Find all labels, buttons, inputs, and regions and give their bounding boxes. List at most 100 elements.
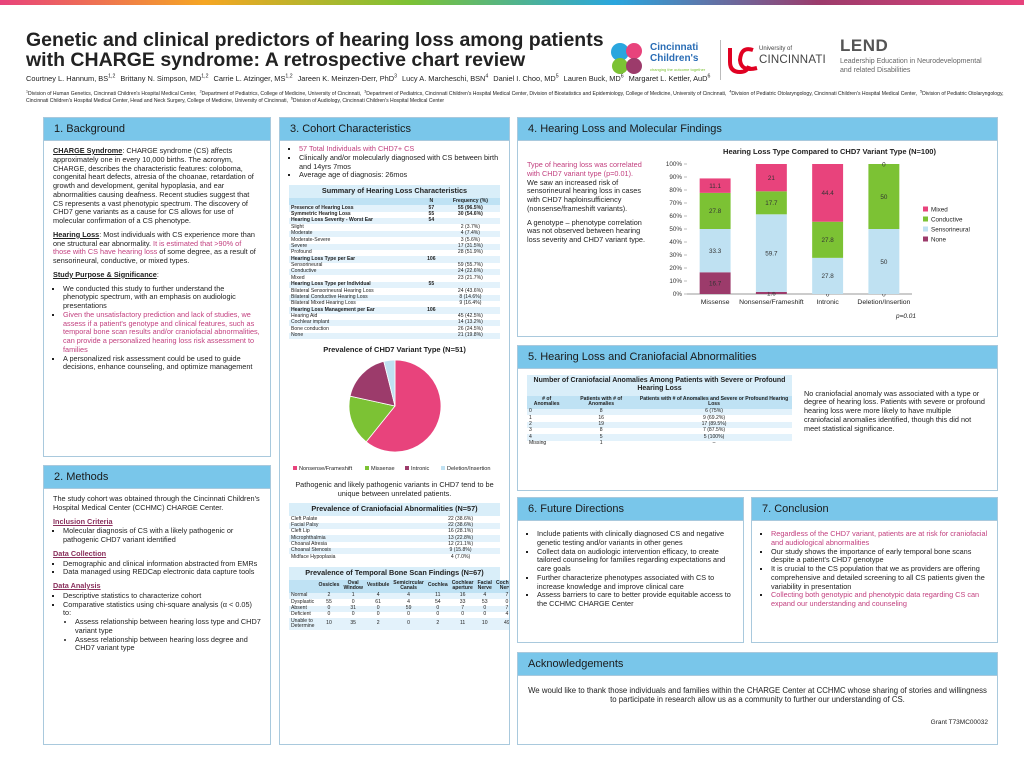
table-header-row: # of Anomalies Patients with # of Anomali… [527,395,792,409]
legend-swatch [365,466,369,471]
text-run: Pathogenic and likely pathogenic variant… [295,479,494,498]
table-cell: 4 (7.4%) [440,230,500,238]
bullet-text: Clinically and/or molecularly diagnosed … [299,152,499,171]
bar-segment [699,178,731,193]
bullet-item: Given the unsatisfactory prediction and … [63,310,261,355]
bar-segment [812,221,844,258]
table-cell: 55 [421,281,441,289]
table-cell: 33 [459,598,466,605]
table-row: Cleft Lip 16 (28.1%) [289,528,500,535]
table-cell: Bilateral Mixed Hearing Loss [291,300,356,307]
table-row: Normal 2 1 4 4 11 16 4 7 [289,592,509,600]
subheading: Data Analysis [53,581,101,590]
value-label: 50 [880,194,888,201]
table-block: Prevalence of Temporal Bone Scan Finding… [289,566,509,631]
cch-mark [611,43,642,74]
table-row: Unable to Determine 10 35 2 0 2 11 10 49 [289,618,509,631]
author-name: Daniel I. Choo, MD [493,74,556,83]
value-label: 21 [768,175,776,182]
paragraph: No craniofacial anomaly was associated w… [804,388,988,434]
section-heading: 6. Future Directions [518,498,743,521]
table-cell: 9 (16.4%) [459,300,482,307]
section-panel: 3. Cohort Characteristics 57 Total Indivi… [279,117,510,745]
table-header-cell [289,197,422,206]
section-heading: Acknowledgements [518,653,997,676]
paragraph: Hearing Loss: Most individuals with CS e… [53,229,261,266]
section-heading: 4. Hearing Loss and Molecular Findings [518,118,997,141]
table-cell: 4 (7.0%) [450,553,471,560]
table-cell: Presence of Hearing Loss [289,205,422,212]
table-cell: – [712,440,716,447]
bullet-text: Regardless of the CHD7 variant, patients… [771,529,988,547]
author-affiliation-number: 5 [555,73,559,80]
table-cell: 59 [391,605,426,612]
bullet-list: Molecular diagnosis of CS with a likely … [53,526,261,545]
table-row: Deficient 0 0 0 0 0 0 0 4 [289,611,509,618]
section-body: CHARGE Syndrome: CHARGE syndrome (CS) af… [44,141,270,381]
table-cell: 45 (42.5%) [457,313,483,320]
table-cell: Choanal Stenosis [289,548,422,555]
section-heading: 7. Conclusion [752,498,997,521]
text-run: We saw an increased risk of sensorineura… [527,177,641,213]
text-run: Hearing Loss [53,229,100,239]
bullet-text: Demographic and clinical information abs… [63,558,258,568]
table-header-cell: Patients with # of Anomalies [566,395,637,409]
affiliation: 1Division of Human Genetics, Cincinnati … [26,90,197,97]
logo-text: CINCINNATI [759,54,826,66]
section-heading: 5. Hearing Loss and Craniofacial Abnorma… [518,346,997,369]
table-header-cell: N [421,197,441,206]
text-run: No craniofacial anomaly was associated w… [804,388,985,433]
paragraph: Study Purpose & Significance: [53,270,261,280]
table-header-cell: Cochlear Nerve [493,579,509,593]
value-label: 27.8 [821,273,834,280]
subheading: Data Collection [53,548,107,558]
table-cell [440,218,500,225]
value-label: 0 [826,291,830,298]
bar-segment [699,272,731,294]
table-cell: 9 (15.8%) [421,548,500,555]
uc-logo: University of CINCINNATI [720,40,831,80]
text-run: Type of hearing loss was correlated with… [527,160,642,178]
y-tick-label: 90% [669,174,682,181]
author: Carrie L. Atzinger, MS1,2 [214,74,293,83]
table-row: 2 19 17 (89.5%) [527,421,792,429]
text-run: : Most individuals with CS experience mo… [53,229,255,248]
bullet-item: Comparative statistics using chi-square … [63,600,261,654]
table-cell: 6 (75%) [636,408,792,416]
bullet-item: Assess relationship between hearing loss… [75,635,261,654]
bullet-item: Assess barriers to care to better provid… [537,590,734,609]
table-cell [421,332,441,340]
pie-slice [349,361,396,407]
y-tick-label: 80% [669,187,682,194]
x-tick-label: Missense [701,299,730,306]
table-cell [440,281,500,289]
bullet-item: Assess relationship between hearing loss… [75,617,261,636]
bar-segment [699,192,731,229]
bullet-text: Our study shows the importance of early … [771,546,972,565]
table-cell: 5 [566,434,637,441]
table-cell: 28 (51.9%) [457,249,483,256]
pie-slice [365,359,442,453]
x-tick-label: Intronic [816,299,839,306]
author: Jareen K. Meinzen-Derr, PhD3 [298,74,397,83]
table-cell: Conductive [289,269,422,276]
table-cell: 0 [436,611,440,618]
table-cell: 1 [529,414,532,421]
table-cell: 5 (100%) [636,434,792,441]
lend-logo: LEND Leadership Education in Neurodevelo… [840,36,1018,81]
legend-label: Missense [371,466,395,472]
value-label: 11.1 [709,183,721,190]
table-cell: Cleft Lip [291,528,310,535]
legend-label: Nonsense/Frameshift [299,466,353,472]
y-tick-label: 50% [669,226,682,233]
table-cell: Sensorineural [291,262,323,269]
table-header-cell: # of Anomalies [527,395,567,409]
table-cell: 55 (96.5%) [440,205,500,212]
table-cell: 10 [316,618,342,631]
legend-label: Intronic [411,466,430,472]
table-cell: 55 [326,598,332,605]
section-panel: 6. Future Directions Include patients wit… [517,497,744,643]
table-cell: 3 [529,427,532,434]
logo-text: LEND [840,36,889,55]
table-cell: 57 [421,205,441,212]
